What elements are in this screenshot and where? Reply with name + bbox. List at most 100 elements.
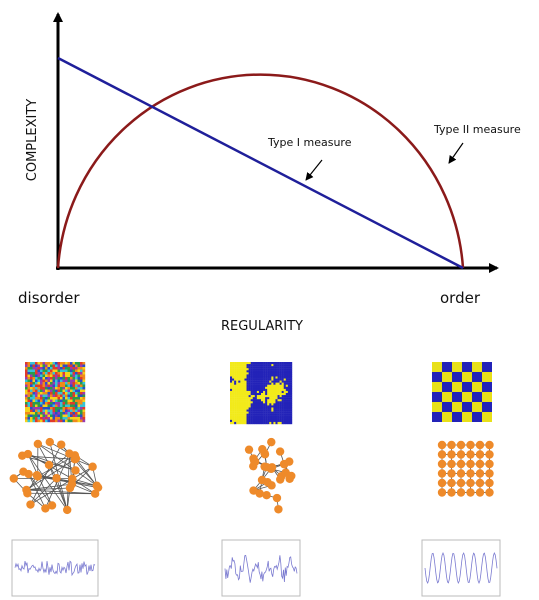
pixel — [78, 375, 81, 378]
pixel — [282, 362, 284, 364]
pixel — [273, 395, 275, 397]
pixel — [259, 383, 261, 385]
pixel — [68, 365, 71, 368]
pixel — [271, 379, 273, 381]
pixel — [267, 364, 269, 366]
pixel — [255, 410, 257, 412]
pixel — [240, 420, 242, 422]
pixel — [50, 377, 53, 380]
pixel — [288, 376, 290, 378]
pixel — [234, 374, 236, 376]
pixel — [28, 372, 31, 375]
pixel — [273, 401, 275, 403]
pixel — [63, 395, 66, 398]
pixel — [284, 370, 286, 372]
pixel — [242, 410, 244, 412]
node — [438, 469, 446, 477]
pixel — [280, 376, 282, 378]
pixel — [38, 397, 41, 400]
pixel — [249, 405, 251, 407]
pixel — [48, 362, 51, 365]
pixel — [75, 372, 78, 375]
pixel — [43, 365, 46, 368]
pixel — [282, 387, 284, 389]
pixel — [257, 366, 259, 368]
pixel — [249, 370, 251, 372]
pixel — [284, 397, 286, 399]
pixel — [43, 410, 46, 413]
pixel — [263, 376, 265, 378]
pixel — [261, 389, 263, 391]
pixel — [269, 387, 271, 389]
pixel — [73, 410, 76, 413]
pixel — [238, 418, 240, 420]
pixel — [45, 372, 48, 375]
pixel — [255, 370, 257, 372]
pixel — [65, 367, 68, 370]
pixel — [286, 395, 288, 397]
pixel — [244, 391, 246, 393]
pixel — [68, 415, 71, 418]
pixel — [275, 385, 277, 387]
pixel — [43, 412, 46, 415]
pixel — [240, 422, 242, 424]
pixel — [282, 368, 284, 370]
pixel — [232, 383, 234, 385]
pixel — [68, 395, 71, 398]
pixel — [60, 410, 63, 413]
pixel — [249, 401, 251, 403]
pixel — [232, 399, 234, 401]
pixel — [230, 385, 232, 387]
pixel — [273, 387, 275, 389]
pixel — [263, 397, 265, 399]
pixel — [236, 393, 238, 395]
pixel — [290, 418, 292, 420]
pixel — [43, 415, 46, 418]
pixel — [249, 397, 251, 399]
pixel — [242, 364, 244, 366]
pixel — [280, 420, 282, 422]
series-frame — [222, 540, 300, 596]
pixel — [284, 405, 286, 407]
pixel — [28, 382, 31, 385]
pixel — [55, 372, 58, 375]
pixel — [263, 374, 265, 376]
pixel — [83, 390, 86, 393]
pixel — [236, 401, 238, 403]
pixel — [265, 376, 267, 378]
pixel — [257, 393, 259, 395]
pixel — [271, 368, 273, 370]
pixel — [78, 377, 81, 380]
pixel — [253, 379, 255, 381]
pixel — [73, 392, 76, 395]
pixel — [255, 395, 257, 397]
pixel — [273, 403, 275, 405]
pixel — [28, 387, 31, 390]
pixel — [253, 383, 255, 385]
pixel — [83, 412, 86, 415]
pixel — [278, 414, 280, 416]
pixel — [55, 365, 58, 368]
pixel — [236, 368, 238, 370]
pixel — [83, 385, 86, 388]
pixel — [290, 364, 292, 366]
pixel — [288, 393, 290, 395]
pixel — [48, 420, 51, 423]
pixel — [38, 417, 41, 420]
pixel — [242, 407, 244, 409]
pixel — [25, 402, 28, 405]
pixel — [40, 375, 43, 378]
pixel — [242, 387, 244, 389]
pixel — [53, 387, 56, 390]
pixel — [257, 405, 259, 407]
pixel-patterns — [25, 362, 492, 424]
pixel — [259, 395, 261, 397]
pixel — [271, 395, 273, 397]
node — [45, 461, 53, 469]
pixel — [275, 393, 277, 395]
pixel — [75, 370, 78, 373]
pixel — [259, 416, 261, 418]
pixel — [53, 362, 56, 365]
pixel — [40, 410, 43, 413]
pixel — [68, 377, 71, 380]
